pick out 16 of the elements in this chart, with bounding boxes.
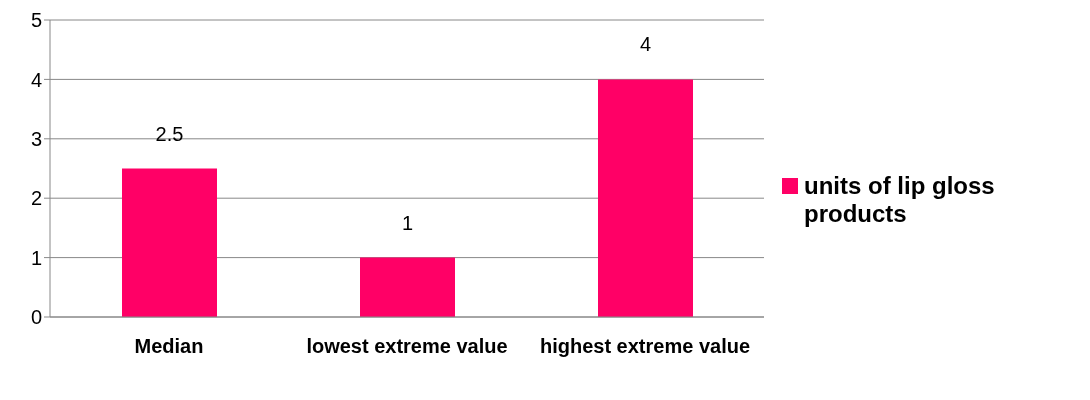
legend-label: units of lip gloss products [804,172,996,228]
data-label: 2.5 [155,122,184,145]
data-label: 1 [401,211,414,234]
bar [360,257,455,317]
x-tick-label: Median [134,335,204,358]
x-tick-label: highest extreme value [539,335,751,358]
bar [598,79,693,317]
y-tick-label: 2 [30,187,42,210]
x-tick-label: lowest extreme value [306,335,508,358]
y-tick-label: 3 [30,127,42,150]
y-tick-label: 5 [30,9,42,32]
y-tick-label: 1 [30,246,42,269]
data-label: 4 [639,33,652,56]
y-tick-label: 4 [30,68,42,91]
bar [122,168,217,317]
y-tick-label: 0 [30,306,42,329]
